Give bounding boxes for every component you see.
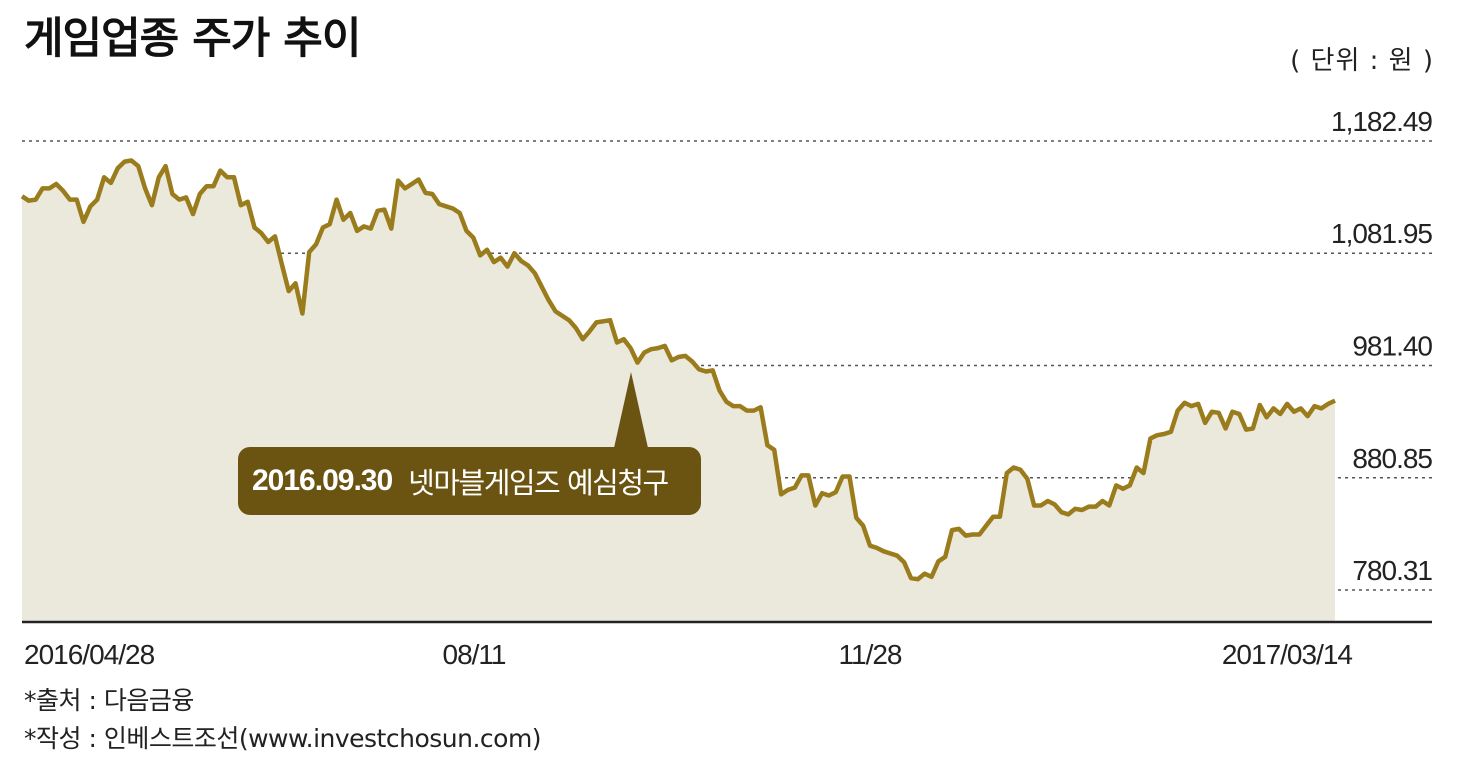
annotation-date: 2016.09.30 xyxy=(252,464,393,497)
unit-label: ( 단위 : 원 ) xyxy=(1290,46,1434,76)
annotation-callout: 2016.09.30 넷마블게임즈 예심청구 xyxy=(238,447,701,515)
price-area xyxy=(22,160,1335,622)
y-tick-label: 780.31 xyxy=(1352,555,1432,586)
footnotes: *출처 : 다음금융 *작성 : 인베스트조선(www.investchosun… xyxy=(24,682,542,758)
x-tick-label: 2016/04/28 xyxy=(24,639,155,670)
y-tick-label: 1,182.49 xyxy=(1331,106,1432,137)
y-tick-label: 981.40 xyxy=(1352,331,1432,362)
callout-pointer xyxy=(614,372,648,448)
author-note: *작성 : 인베스트조선(www.investchosun.com) xyxy=(24,724,542,753)
source-note: *출처 : 다음금융 xyxy=(24,686,194,715)
x-tick-label: 2017/03/14 xyxy=(1222,639,1353,670)
price-line xyxy=(20,158,1336,582)
x-tick-label: 08/11 xyxy=(443,639,506,670)
y-tick-label: 1,081.95 xyxy=(1331,218,1432,249)
x-tick-labels: 2016/04/28 08/11 11/28 2017/03/14 xyxy=(24,639,1353,670)
x-tick-label: 11/28 xyxy=(839,639,902,670)
y-tick-labels: 1,182.49 1,081.95 981.40 880.85 780.31 xyxy=(1331,106,1433,586)
annotation-text: 넷마블게임즈 예심청구 xyxy=(408,466,669,500)
chart-title: 게임업종 주가 추이 xyxy=(24,14,361,64)
y-tick-label: 880.85 xyxy=(1352,443,1432,474)
